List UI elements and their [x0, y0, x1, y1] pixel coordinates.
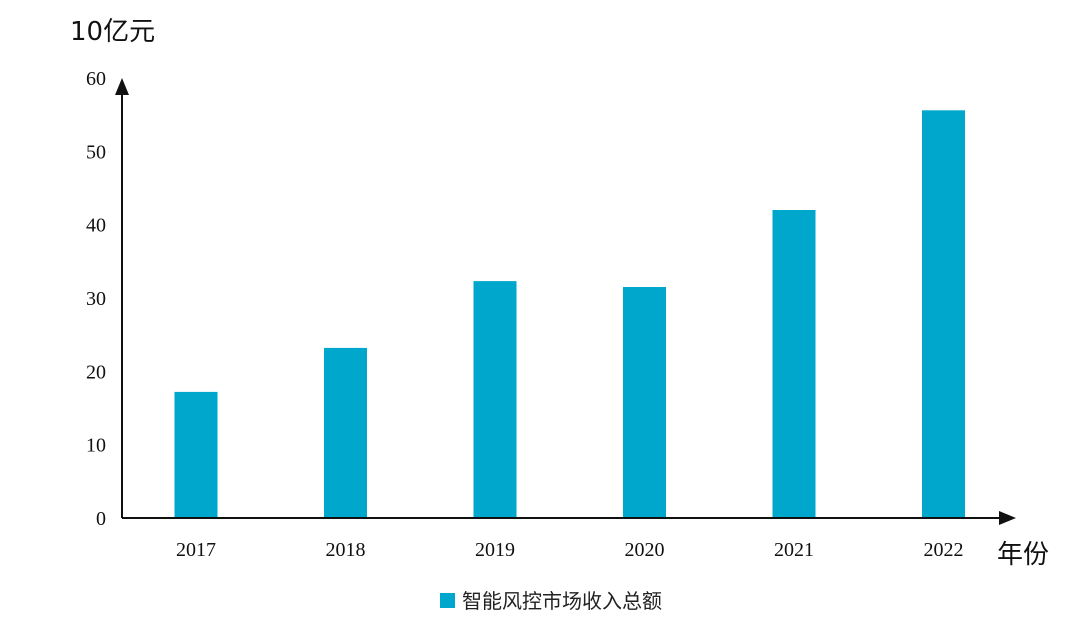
y-axis-arrow: [115, 78, 129, 95]
bar-2017: [174, 391, 218, 518]
x-tick-label: 2022: [924, 539, 964, 561]
y-tick-label: 20: [86, 361, 106, 383]
y-tick-label: 30: [86, 288, 106, 310]
x-tick-label: 2018: [326, 539, 366, 561]
bar-2018: [324, 347, 367, 518]
y-axis-unit-label: 10亿元: [70, 17, 155, 47]
bar-2021: [772, 210, 816, 518]
bars-group: [174, 110, 965, 519]
x-axis-ticks: 2017 2018 2019 2020 2021 2022: [176, 539, 964, 561]
bar-2020: [623, 287, 666, 518]
legend-swatch: [440, 593, 455, 608]
bar-2022: [922, 110, 965, 519]
x-tick-label: 2019: [475, 539, 515, 561]
y-axis-ticks: 0 10 20 30 40 50 60: [86, 68, 106, 530]
x-tick-label: 2021: [774, 539, 814, 561]
y-tick-label: 60: [86, 68, 106, 90]
legend-label: 智能风控市场收入总额: [462, 589, 662, 613]
x-axis-label: 年份: [997, 540, 1049, 570]
y-tick-label: 40: [86, 215, 106, 237]
y-tick-label: 0: [96, 508, 106, 530]
x-tick-label: 2020: [625, 539, 665, 561]
x-tick-label: 2017: [176, 539, 216, 561]
y-tick-label: 50: [86, 141, 106, 163]
bar-2019: [473, 281, 517, 518]
x-axis-arrow: [999, 511, 1016, 525]
y-tick-label: 10: [86, 435, 106, 457]
